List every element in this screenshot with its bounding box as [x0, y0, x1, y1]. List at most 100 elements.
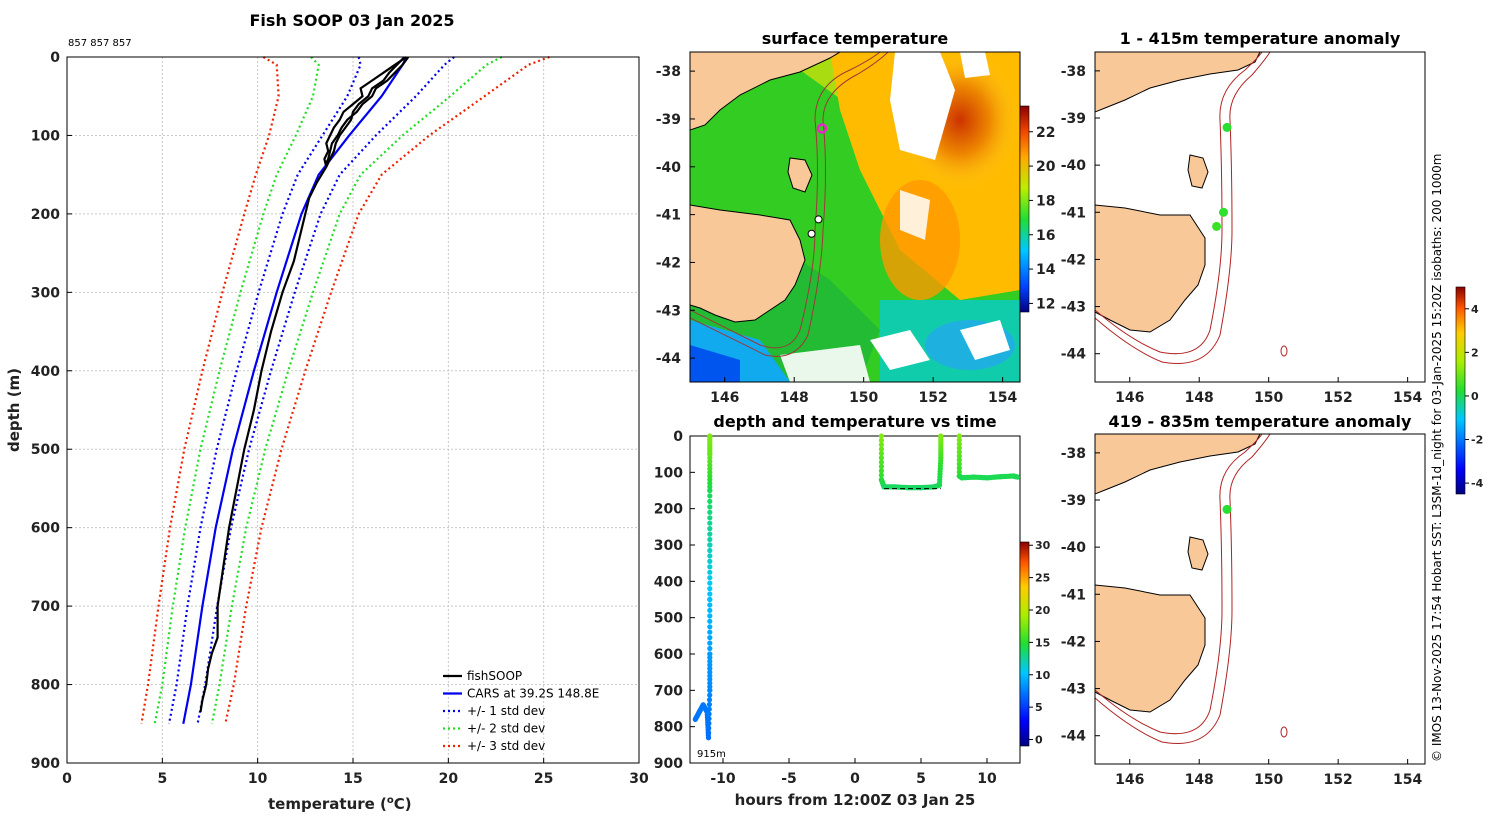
std-dev-line: [224, 55, 550, 725]
dt-track-point: [878, 433, 885, 439]
dt-track-point: [707, 645, 713, 652]
depth-time-tracks: [692, 433, 1021, 741]
dt-track-point: [707, 526, 713, 532]
dt-colorbar-tick-label: 30: [1035, 539, 1051, 552]
map-x-tick-label: 146: [1115, 772, 1144, 788]
dt-track-point: [707, 658, 713, 664]
map-y-tick-label: -41: [656, 208, 681, 224]
fishsoop-lines: [199, 56, 410, 713]
dt-y-tick-label: 900: [654, 756, 683, 772]
dt-track-point: [878, 472, 885, 478]
dt-track-point: [707, 462, 713, 468]
sst-position-marker: [816, 123, 828, 134]
map-y-tick-label: -43: [656, 303, 681, 319]
anomaly-colorbar-tick-label: 4: [1471, 303, 1479, 316]
dt-x-tick-label: 5: [916, 771, 926, 787]
dt-track-point: [707, 692, 713, 698]
dt-y-tick-label: 500: [654, 611, 683, 627]
fishsoop-profile-line: [323, 56, 408, 168]
map-x-tick-label: 152: [1324, 390, 1353, 406]
dt-track-point: [707, 607, 713, 614]
dt-x-tick-label: -10: [710, 771, 736, 787]
dt-track-point: [707, 662, 713, 668]
y-tick-label: 800: [31, 678, 60, 694]
dt-track-point: [956, 437, 962, 443]
cars-line: [182, 56, 408, 725]
anomaly-point: [1222, 504, 1232, 514]
dt-track-point: [707, 487, 713, 494]
dt-track-point: [707, 509, 713, 515]
map-x-tick-label: 150: [1254, 772, 1283, 788]
anomaly-colorbar-tick-label: -2: [1471, 434, 1483, 447]
dt-track-point: [707, 651, 713, 657]
map-y-tick-label: -40: [656, 160, 682, 176]
profile-ylabel: depth (m): [5, 368, 23, 452]
dt-x-tick-label: 10: [977, 771, 997, 787]
y-tick-label: 900: [31, 756, 60, 772]
sst-position-marker: [807, 229, 816, 238]
map-y-tick-label: -38: [1061, 446, 1086, 462]
sst-colorbar-ticks: 12 14 16 18 20 22: [1029, 125, 1056, 312]
map-y-tick-label: -39: [656, 112, 681, 128]
dt-y-tick-label: 0: [673, 429, 683, 445]
dt-colorbar-tick-label: 5: [1035, 701, 1043, 714]
map-y-tick-label: -41: [1061, 587, 1086, 603]
anomaly-colorbar-tick-label: -4: [1471, 477, 1484, 490]
x-tick-label: 30: [629, 771, 649, 787]
sst-title: surface temperature: [762, 29, 949, 48]
y-tick-label: 600: [31, 521, 60, 537]
depth-time-axes-frame: [689, 435, 1021, 764]
dt-track-point: [707, 469, 713, 475]
legend-entry: +/- 3 std dev: [467, 739, 545, 753]
dt-y-tick-label: 300: [654, 538, 683, 554]
y-tick-label: 0: [50, 50, 60, 66]
map-y-tick-label: -38: [1061, 64, 1086, 80]
map-y-tick-label: -41: [1061, 205, 1086, 221]
y-tick-label: 400: [31, 364, 60, 380]
dt-colorbar-tick-label: 20: [1035, 604, 1051, 617]
x-tick-label: 10: [248, 771, 268, 787]
dt-track-point: [707, 515, 713, 521]
dt-track-point: [707, 553, 713, 559]
y-tick-label: 700: [31, 599, 60, 615]
anomaly-top-field: [1095, 52, 1425, 382]
anomaly-bottom-panel: 419 - 835m temperature anomaly 146 148 150…: [1061, 412, 1426, 788]
dt-track-point: [707, 480, 713, 486]
map-x-tick-label: 154: [988, 390, 1017, 406]
anomaly-colorbar-tick-label: 0: [1471, 390, 1479, 403]
sst-colorbar-tick-label: 12: [1036, 296, 1055, 312]
credit-text: © IMOS 13-Nov-2025 17:54 Hobart SST: L3S…: [1430, 154, 1444, 762]
map-y-tick-label: -44: [1061, 729, 1087, 745]
dt-track-point: [707, 618, 713, 624]
dt-track-point: [707, 484, 713, 490]
map-y-tick-label: -42: [1061, 634, 1086, 650]
depth-time-panel: depth and temperature vs time -10 -5 0 5 100…: [654, 412, 1051, 809]
sst-colorbar-tick-label: 20: [1036, 159, 1056, 175]
fishsoop-profile-line: [325, 56, 410, 164]
map-y-tick-label: -43: [1061, 682, 1086, 698]
dt-track-point: [878, 437, 885, 443]
dt-track-point: [707, 536, 713, 543]
dt-track-point: [707, 451, 713, 457]
map-x-tick-label: 154: [1393, 772, 1422, 788]
dt-track-point: [956, 449, 962, 455]
x-tick-label: 15: [343, 771, 362, 787]
dt-colorbar-tick-label: 25: [1035, 572, 1050, 585]
profile-grid: [67, 57, 639, 763]
dt-track-point: [707, 580, 713, 586]
map-x-tick-label: 154: [1393, 390, 1422, 406]
y-tick-label: 500: [31, 442, 60, 458]
depth-time-title: depth and temperature vs time: [713, 412, 996, 431]
dt-y-tick-label: 400: [654, 574, 683, 590]
dt-track-point: [707, 596, 713, 603]
anomaly-bottom-field: [1095, 434, 1425, 764]
std-dev-line: [153, 56, 320, 725]
dt-track-point: [878, 463, 885, 470]
dt-track-point: [707, 684, 713, 690]
x-tick-label: 25: [534, 771, 553, 787]
depth-time-colorbar-ticks: 0 5 10 15 20 25 30: [1029, 539, 1051, 747]
y-tick-label: 200: [31, 207, 60, 223]
dt-track-point: [707, 498, 713, 504]
dt-track-point: [878, 455, 885, 461]
dt-track-point: [878, 450, 885, 456]
